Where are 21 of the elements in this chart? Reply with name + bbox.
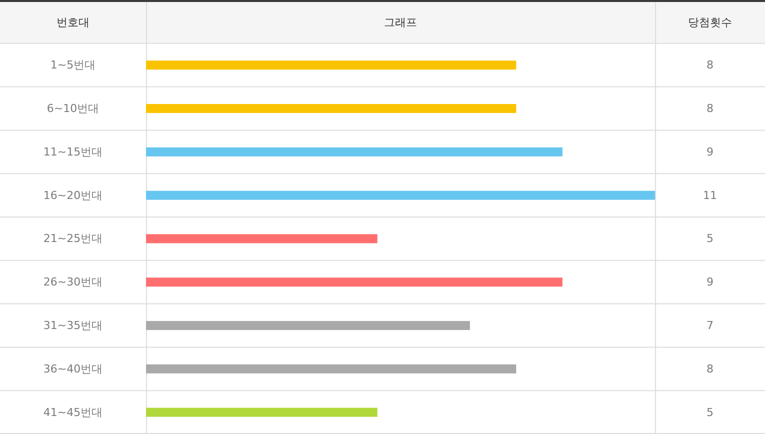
category: 36~40번대	[43, 362, 103, 376]
category: 41~45번대	[43, 406, 103, 419]
category: 31~35번대	[43, 319, 103, 332]
data-label: 7	[706, 319, 714, 332]
category: 11~15번대	[43, 145, 103, 158]
xlabel: 당첨횟수	[688, 16, 732, 30]
data-label: 9	[706, 276, 714, 289]
data-label: 8	[706, 58, 714, 72]
data-label: 5	[706, 406, 714, 419]
category: 1~5번대	[50, 58, 96, 72]
data-label: 8	[706, 362, 714, 376]
category: 6~10번대	[46, 102, 100, 115]
data-label: 9	[706, 145, 714, 158]
category: 16~20번대	[43, 188, 103, 202]
data-label: 11	[703, 188, 717, 202]
category: 21~25번대	[43, 232, 103, 246]
category: 26~30번대	[43, 276, 103, 289]
data-label: 8	[706, 102, 714, 115]
ylabel: 번호대	[56, 16, 90, 30]
title: 그래프	[384, 16, 417, 30]
data-label: 5	[706, 232, 714, 246]
